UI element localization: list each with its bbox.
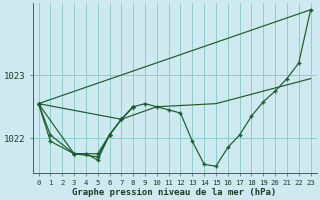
X-axis label: Graphe pression niveau de la mer (hPa): Graphe pression niveau de la mer (hPa): [72, 188, 277, 197]
